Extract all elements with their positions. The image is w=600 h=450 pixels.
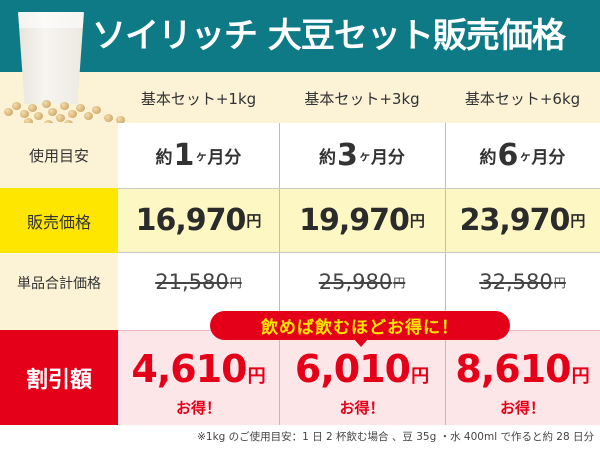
- column-divider: [445, 123, 446, 425]
- original-price-cell-6kg: 32,580 円: [445, 253, 600, 311]
- row-label-original-price: 単品合計価格: [0, 253, 118, 330]
- discount-cell-6kg: 8,610円 お得！: [445, 340, 600, 425]
- usage-months: 6: [497, 138, 519, 173]
- usage-months: 3: [337, 138, 358, 173]
- discount-amount: 4,610: [131, 346, 247, 391]
- usage-cell-6kg: 約 6 ヶ月分: [445, 123, 600, 188]
- footnote: ※1kg のご使用目安：1 日 2 杯飲む場合 、豆 35g ・水 400ml …: [197, 431, 594, 443]
- discount-cell-1kg: 4,610円 お得！: [118, 340, 279, 425]
- row-divider: [118, 188, 600, 189]
- savings-note: お得！: [339, 398, 385, 417]
- title-banner: ソイリッチ 大豆セット販売価格: [0, 0, 600, 72]
- usage-months: 1: [173, 138, 195, 173]
- usage-ke: ヶ: [358, 149, 371, 163]
- column-header-6kg: 基本セット+6kg: [464, 90, 581, 108]
- discount-amount: 8,610: [455, 346, 571, 391]
- usage-suffix: 月分: [207, 148, 242, 168]
- price-cell-6kg: 23,970 円: [445, 188, 600, 253]
- column-header-band: [0, 72, 600, 123]
- price-cell-3kg: 19,970 円: [279, 188, 445, 253]
- row-divider: [118, 252, 600, 253]
- savings-note: お得！: [499, 398, 545, 417]
- price-amount: 23,970: [459, 203, 571, 238]
- promo-ribbon: 飲めば飲むほどお得に！: [210, 311, 510, 340]
- discount-cell-3kg: 6,010円 お得！: [279, 340, 445, 425]
- yen-unit: 円: [246, 212, 262, 230]
- original-price-cell-3kg: 25,980 円: [279, 253, 445, 311]
- column-header-3kg: 基本セット+3kg: [304, 90, 420, 108]
- usage-prefix: 約: [479, 148, 497, 168]
- yen-unit: 円: [411, 365, 430, 387]
- row-label-price: 販売価格: [0, 188, 118, 253]
- yen-unit: 円: [571, 365, 590, 387]
- price-row: [118, 188, 600, 253]
- usage-ke: ヶ: [519, 149, 532, 163]
- row-label-usage: 使用目安: [0, 123, 118, 188]
- discount-amount: 6,010: [294, 346, 411, 391]
- yen-unit: 円: [409, 212, 425, 230]
- column-header-1kg: 基本セット+1kg: [140, 90, 257, 108]
- yen-unit: 円: [229, 275, 242, 290]
- price-amount: 19,970: [299, 203, 410, 238]
- original-price-cell-1kg: 21,580 円: [118, 253, 279, 311]
- usage-prefix: 約: [319, 148, 337, 168]
- yen-unit: 円: [393, 275, 406, 290]
- price-amount: 16,970: [135, 203, 247, 238]
- yen-unit: 円: [247, 365, 266, 387]
- savings-note: お得！: [175, 398, 221, 417]
- original-amount: 21,580: [155, 270, 229, 294]
- column-divider: [279, 123, 280, 425]
- usage-cell-3kg: 約 3 ヶ月分: [279, 123, 445, 188]
- yen-unit: 円: [570, 212, 586, 230]
- usage-suffix: 月分: [370, 148, 405, 168]
- usage-prefix: 約: [155, 148, 173, 168]
- original-amount: 25,980: [318, 270, 393, 294]
- usage-suffix: 月分: [531, 148, 566, 168]
- usage-cell-1kg: 約 1 ヶ月分: [118, 123, 279, 188]
- row-label-discount: 割引額: [0, 330, 118, 425]
- original-amount: 32,580: [479, 270, 553, 294]
- usage-ke: ヶ: [195, 149, 208, 163]
- ribbon-pointer: [354, 339, 368, 347]
- price-cell-1kg: 16,970 円: [118, 188, 279, 253]
- yen-unit: 円: [553, 275, 566, 290]
- glass-rim: [18, 12, 84, 28]
- page-title: ソイリッチ 大豆セット販売価格: [92, 16, 566, 56]
- usage-row: [118, 123, 600, 188]
